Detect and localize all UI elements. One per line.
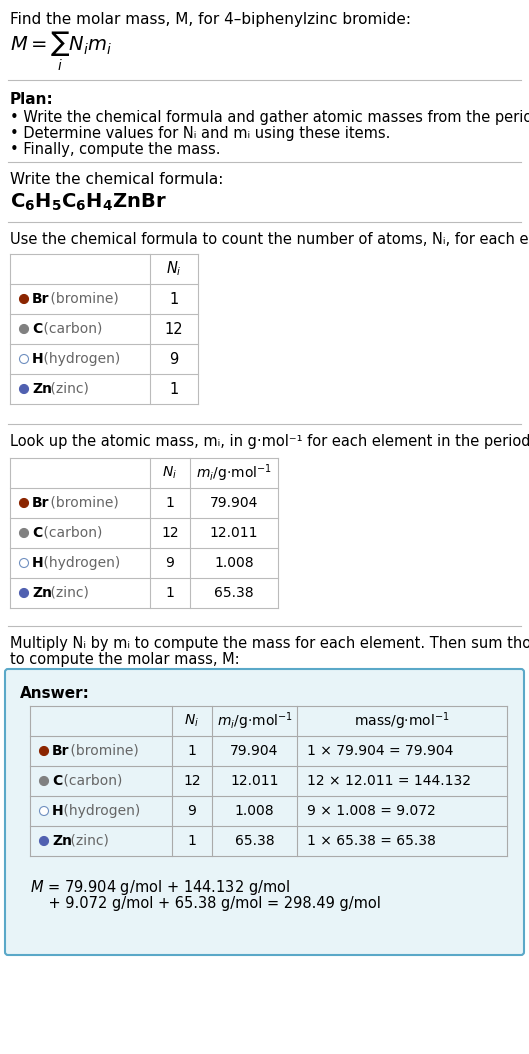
Text: Zn: Zn bbox=[32, 382, 52, 396]
Text: Multiply Nᵢ by mᵢ to compute the mass for each element. Then sum those values: Multiply Nᵢ by mᵢ to compute the mass fo… bbox=[10, 636, 529, 651]
Text: Find the molar mass, M, for 4–biphenylzinc bromide:: Find the molar mass, M, for 4–biphenylzi… bbox=[10, 12, 411, 27]
Text: (bromine): (bromine) bbox=[45, 496, 118, 510]
Text: C: C bbox=[32, 323, 42, 336]
Circle shape bbox=[20, 559, 29, 567]
Text: 1: 1 bbox=[188, 744, 196, 758]
Text: $N_i$: $N_i$ bbox=[162, 465, 178, 482]
Text: (carbon): (carbon) bbox=[39, 526, 102, 540]
Circle shape bbox=[20, 588, 29, 598]
Text: (zinc): (zinc) bbox=[66, 834, 108, 848]
Text: (hydrogen): (hydrogen) bbox=[39, 352, 120, 366]
Text: Write the chemical formula:: Write the chemical formula: bbox=[10, 172, 223, 187]
Text: $M = \sum_i N_i m_i$: $M = \sum_i N_i m_i$ bbox=[10, 30, 112, 73]
Text: 1 × 65.38 = 65.38: 1 × 65.38 = 65.38 bbox=[307, 834, 436, 848]
Text: (hydrogen): (hydrogen) bbox=[39, 557, 120, 570]
Text: 65.38: 65.38 bbox=[214, 586, 254, 600]
Text: (bromine): (bromine) bbox=[45, 292, 118, 306]
Text: 1: 1 bbox=[188, 834, 196, 848]
Text: 9: 9 bbox=[169, 351, 179, 367]
Text: H: H bbox=[52, 804, 63, 818]
Text: (hydrogen): (hydrogen) bbox=[59, 804, 140, 818]
Circle shape bbox=[40, 746, 49, 756]
Text: • Finally, compute the mass.: • Finally, compute the mass. bbox=[10, 142, 221, 157]
Text: 9: 9 bbox=[166, 557, 175, 570]
Text: 9 × 1.008 = 9.072: 9 × 1.008 = 9.072 bbox=[307, 804, 436, 818]
Text: $N_i$: $N_i$ bbox=[185, 713, 199, 729]
Circle shape bbox=[40, 837, 49, 845]
Text: + 9.072 g/mol + 65.38 g/mol = 298.49 g/mol: + 9.072 g/mol + 65.38 g/mol = 298.49 g/m… bbox=[30, 896, 381, 911]
Text: 1.008: 1.008 bbox=[214, 557, 254, 570]
Text: 9: 9 bbox=[188, 804, 196, 818]
Text: Br: Br bbox=[32, 292, 50, 306]
Text: 12: 12 bbox=[183, 774, 201, 788]
Text: Zn: Zn bbox=[52, 834, 72, 848]
Text: Answer:: Answer: bbox=[20, 686, 90, 701]
Text: 65.38: 65.38 bbox=[235, 834, 275, 848]
Text: mass/g·mol$^{-1}$: mass/g·mol$^{-1}$ bbox=[354, 710, 450, 731]
Text: H: H bbox=[32, 557, 43, 570]
Text: 12: 12 bbox=[165, 321, 184, 336]
Text: • Determine values for Nᵢ and mᵢ using these items.: • Determine values for Nᵢ and mᵢ using t… bbox=[10, 126, 390, 141]
Text: 12.011: 12.011 bbox=[230, 774, 279, 788]
Text: 1: 1 bbox=[166, 586, 175, 600]
Text: H: H bbox=[32, 352, 43, 366]
Text: C: C bbox=[32, 526, 42, 540]
Circle shape bbox=[20, 385, 29, 393]
Text: 12: 12 bbox=[161, 526, 179, 540]
Circle shape bbox=[20, 294, 29, 304]
Text: 1: 1 bbox=[169, 292, 179, 307]
Text: (bromine): (bromine) bbox=[66, 744, 139, 758]
Text: 1.008: 1.008 bbox=[235, 804, 275, 818]
Text: Zn: Zn bbox=[32, 586, 52, 600]
Text: 12 × 12.011 = 144.132: 12 × 12.011 = 144.132 bbox=[307, 774, 471, 788]
Text: 1: 1 bbox=[169, 382, 179, 396]
Text: $M$ = 79.904 g/mol + 144.132 g/mol: $M$ = 79.904 g/mol + 144.132 g/mol bbox=[30, 878, 290, 897]
Text: $m_i$/g·mol$^{-1}$: $m_i$/g·mol$^{-1}$ bbox=[196, 463, 272, 484]
Text: 79.904: 79.904 bbox=[230, 744, 279, 758]
Text: $m_i$/g·mol$^{-1}$: $m_i$/g·mol$^{-1}$ bbox=[216, 710, 293, 731]
Circle shape bbox=[20, 354, 29, 364]
Text: 12.011: 12.011 bbox=[210, 526, 258, 540]
Text: Br: Br bbox=[52, 744, 69, 758]
Text: Look up the atomic mass, mᵢ, in g·mol⁻¹ for each element in the periodic table:: Look up the atomic mass, mᵢ, in g·mol⁻¹ … bbox=[10, 434, 529, 449]
Text: Br: Br bbox=[32, 496, 50, 510]
Text: 79.904: 79.904 bbox=[210, 496, 258, 510]
Circle shape bbox=[40, 777, 49, 785]
Text: $N_i$: $N_i$ bbox=[166, 259, 182, 278]
Circle shape bbox=[40, 806, 49, 816]
Text: • Write the chemical formula and gather atomic masses from the periodic table.: • Write the chemical formula and gather … bbox=[10, 110, 529, 125]
Text: Plan:: Plan: bbox=[10, 92, 54, 108]
Circle shape bbox=[20, 499, 29, 507]
Text: Use the chemical formula to count the number of atoms, Nᵢ, for each element:: Use the chemical formula to count the nu… bbox=[10, 232, 529, 247]
Text: $\mathregular{C_6H_5C_6H_4ZnBr}$: $\mathregular{C_6H_5C_6H_4ZnBr}$ bbox=[10, 192, 167, 213]
Text: (zinc): (zinc) bbox=[45, 586, 88, 600]
Text: to compute the molar mass, M:: to compute the molar mass, M: bbox=[10, 652, 240, 667]
Circle shape bbox=[20, 528, 29, 538]
Text: (zinc): (zinc) bbox=[45, 382, 88, 396]
Circle shape bbox=[20, 325, 29, 333]
Text: (carbon): (carbon) bbox=[39, 323, 102, 336]
Text: 1 × 79.904 = 79.904: 1 × 79.904 = 79.904 bbox=[307, 744, 453, 758]
FancyBboxPatch shape bbox=[5, 669, 524, 955]
Text: 1: 1 bbox=[166, 496, 175, 510]
Text: (carbon): (carbon) bbox=[59, 774, 122, 788]
Text: C: C bbox=[52, 774, 62, 788]
